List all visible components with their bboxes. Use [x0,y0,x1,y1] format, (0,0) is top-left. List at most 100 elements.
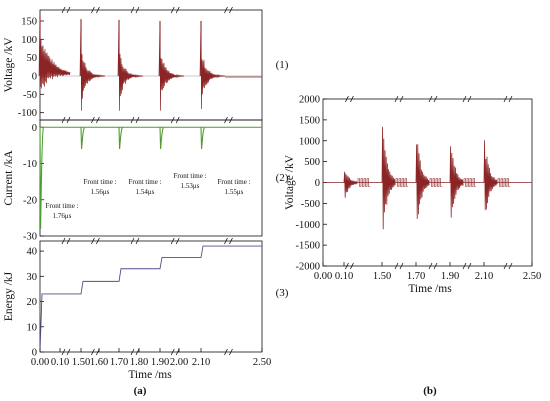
chart-b-xtick-label-0: 0.00 [314,271,332,282]
chart-a1-break-1-0b [96,6,100,14]
chart-b-xtick-label-3: 1.70 [407,271,425,282]
chart-b-break-4-0b [508,95,513,103]
chart-b-break-3-0a [462,95,467,103]
chart-b-xtick-label-1: 0.10 [335,271,353,282]
chart-a1-panel-number: (1) [276,59,289,71]
chart-a3-xtick-label-8: 2.10 [192,357,210,368]
chart-a1-break-1-0a [91,6,95,14]
chart-a3-panel-number: (3) [276,287,289,299]
chart-b-break-4-0a [503,95,508,103]
chart-a3-xtick-label-6: 1.90 [151,357,169,368]
chart-b-ytick-label-0: -2000 [296,262,321,273]
chart-b-pulse-2 [415,144,430,219]
chart-b-ytick-label-6: 1000 [299,136,320,147]
chart-a2-ylabel: Current /kA [3,150,15,206]
chart-a3-ytick-label-3: 30 [27,272,38,283]
chart-a3-break-4-0a [224,237,228,245]
chart-a3-break-2-0b [135,237,140,245]
chart-b-ring-1 [395,178,408,187]
chart-a3-ytick-label-2: 20 [27,297,38,308]
chart-a2-pulse-2 [118,126,123,150]
chart-a3-xtick-label-4: 1.70 [110,357,128,368]
chart-a1-pulse-1 [79,19,106,111]
chart-a1-pulse-2 [117,19,144,111]
chart-a2-annotation-4-line1: Front time : [217,178,250,186]
chart-a1-break-4-0a [224,6,228,14]
chart-a2-annotation-2-line2: 1.54μs [136,188,155,196]
chart-a3-break-1-1a [91,348,95,356]
chart-b-break-3-0b [467,95,472,103]
chart-a3-break-3-1b [175,348,180,356]
chart-a3-frame [39,240,263,353]
chart-a1-pulse-3 [158,20,185,111]
chart-a3-break-3-0b [175,237,180,245]
chart-a2-panel-number: (2) [276,172,289,184]
chart-a1-pulse-0 [38,13,71,89]
chart-a2-pulse-1 [80,126,85,150]
chart-a2-ytick-label-3: 0 [32,123,37,134]
chart-a3-break-0-0a [61,237,66,245]
chart-a3-break-4-1a [224,348,228,356]
chart-b-xtick-label-2: 1.50 [373,271,391,282]
chart-a3-break-1-1b [96,348,100,356]
chart-a2-ytick-label-0: -30 [23,232,37,243]
chart-a3-break-2-1b [135,348,140,356]
chart-a3-break-1-0a [91,237,95,245]
chart-a1-ytick-label-1: -50 [23,90,37,101]
chart-a2-annotation-0-line1: Front time : [45,202,78,210]
chart-a1-break-2-0b [135,6,140,14]
chart-a1-ytick-label-3: 50 [27,53,38,64]
chart-a3-xtick-label-7: 2.00 [170,357,188,368]
chart-a1-pulse-4 [199,20,226,110]
chart-a2-annotation-0-line2: 1.76μs [53,212,72,220]
chart-a3-xtick-label-0: 0.00 [31,357,49,368]
chart-a3-xtick-label-2: 1.50 [72,357,90,368]
chart-b-break-2-0b [433,95,438,103]
chart-b-break-0-1b [350,262,354,270]
chart-b-break-2-0a [428,95,433,103]
chart-a3-break-0-0b [66,237,71,245]
chart-a3-break-3-0a [170,237,175,245]
chart-b-ylabel: Voltage /kV [284,154,296,210]
chart-a3-series [39,245,262,353]
chart-a1-ytick-label-0: -100 [18,108,37,119]
chart-b-break-1-1a [394,262,399,270]
chart-b-break-4-1a [503,262,508,270]
chart-b-break-1-1b [399,262,404,270]
chart-b-ytick-label-5: 500 [304,157,320,168]
chart-a2-annotation-3-line1: Front time : [173,172,206,180]
chart-a2-annotation-2-line1: Front time : [128,178,161,186]
chart-a1-frame [39,9,263,121]
chart-a2-pulse-3 [159,126,164,150]
chart-a3-break-1-0b [96,237,100,245]
chart-b-break-0-0b [350,95,354,103]
chart-a3-break-4-1b [229,348,233,356]
chart-b-ytick-label-3: -500 [301,199,320,210]
chart-a3-ylabel: Energy /kJ [3,271,15,321]
chart-a3-break-2-0a [130,237,135,245]
chart-a3-break-3-1a [170,348,175,356]
chart-a2-annotation-1-line1: Front time : [83,178,116,186]
chart-b-ytick-label-1: -1500 [296,241,321,252]
chart-a3-xlabel: Time /ms [128,369,172,381]
chart-a1-ytick-label-4: 100 [21,35,37,46]
chart-b-ring-3 [463,178,476,187]
chart-a2-pulse-0 [39,126,45,229]
chart-a2-annotation-1-line2: 1.56μs [91,188,110,196]
chart-b-xlabel: Time /ms [408,283,452,295]
chart-b-pulse-1 [381,126,396,230]
caption-a: (a) [134,385,147,397]
chart-b-break-4-1b [508,262,513,270]
chart-a1-break-0-0b [66,6,71,14]
chart-a3-ytick-label-0: 0 [32,348,37,359]
chart-a3-xtick-label-9: 2.50 [253,357,271,368]
chart-a3-break-4-0b [229,237,233,245]
chart-b-ytick-label-8: 2000 [299,95,320,106]
chart-a1-break-0-0a [61,6,66,14]
chart-a2-annotation-3-line2: 1.53μs [181,182,200,190]
chart-a3-xtick-label-1: 0.10 [51,357,69,368]
chart-a3-xtick-label-5: 1.80 [130,357,148,368]
chart-a1-ylabel: Voltage /kV [3,37,15,93]
